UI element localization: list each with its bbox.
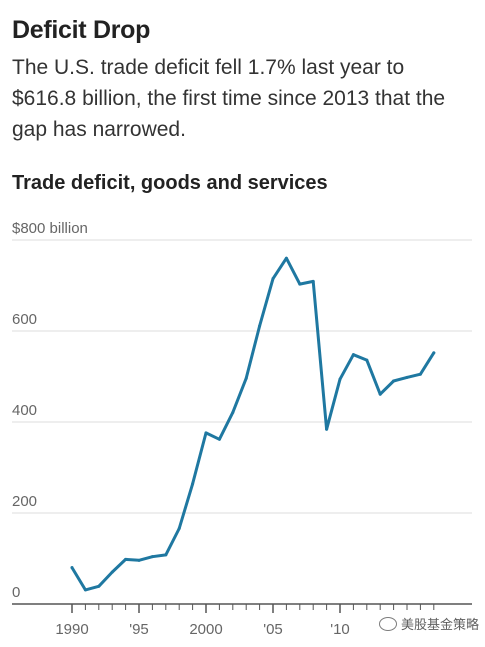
x-tick-label: '05 [263, 621, 283, 638]
data-point [231, 410, 235, 414]
y-tick-label: 600 [12, 311, 37, 328]
data-point [177, 526, 181, 530]
data-point [258, 324, 262, 328]
headline: Deficit Drop [12, 16, 151, 44]
data-point [351, 353, 355, 357]
data-point [83, 588, 87, 592]
data-point [217, 437, 221, 441]
dek-text: The U.S. trade deficit fell 1.7% last ye… [12, 56, 446, 141]
y-tick-label: 400 [12, 402, 37, 419]
x-axis: 1990 '95 2000 '05 '10 [12, 603, 472, 638]
data-point [70, 566, 74, 570]
data-point [338, 377, 342, 381]
data-point [244, 376, 248, 380]
data-point [271, 277, 275, 281]
y-tick-label: 0 [12, 584, 20, 601]
data-point [311, 279, 315, 283]
x-tick-label: '10 [330, 621, 350, 638]
data-point [204, 431, 208, 435]
data-point [164, 553, 168, 557]
y-tick-label: $800 billion [12, 220, 88, 237]
data-point [325, 427, 329, 431]
watermark-text: 美股基金策略 [400, 617, 479, 632]
y-tick-label: 200 [12, 493, 37, 510]
series-line-layer [70, 256, 436, 592]
data-point [191, 482, 195, 486]
data-point [110, 570, 114, 574]
watermark: 美股基金策略 [378, 614, 479, 633]
data-point [418, 372, 422, 376]
data-point [378, 392, 382, 396]
data-point [284, 256, 288, 260]
x-tick-label: 2000 [189, 621, 222, 638]
x-tick-label: '95 [129, 621, 149, 638]
data-point [432, 351, 436, 355]
data-point [405, 375, 409, 379]
data-point [392, 379, 396, 383]
data-point [298, 282, 302, 286]
data-point [365, 358, 369, 362]
data-point [137, 558, 141, 562]
wechat-icon [378, 616, 397, 631]
data-point [150, 555, 154, 559]
data-point [124, 557, 128, 561]
data-point [97, 584, 101, 588]
grid-layer: $800 billion 600 400 200 0 [12, 220, 472, 601]
x-tick-label: 1990 [55, 621, 88, 638]
series-line [70, 256, 436, 592]
chart-title: Trade deficit, goods and services [12, 172, 328, 194]
